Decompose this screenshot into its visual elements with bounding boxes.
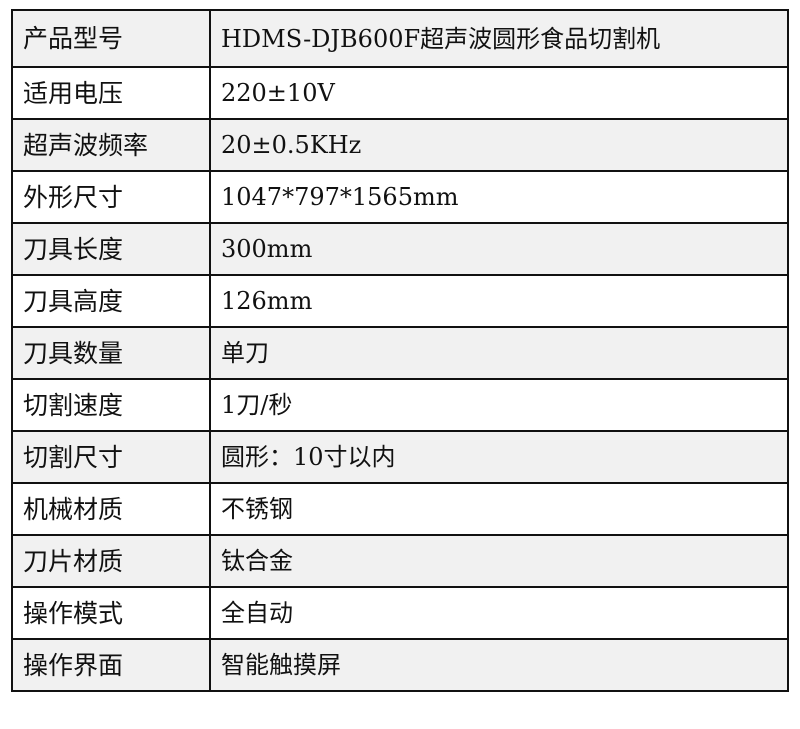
spec-label: 刀具长度	[11, 222, 211, 276]
table-row: 刀片材质 钛合金	[11, 534, 789, 588]
spec-value: 圆形：10寸以内	[209, 430, 789, 484]
spec-value: 1047*797*1565mm	[209, 170, 789, 224]
table-row: 刀具长度 300mm	[11, 222, 789, 276]
spec-value: 300mm	[209, 222, 789, 276]
spec-value: 1刀/秒	[209, 378, 789, 432]
table-row: 机械材质 不锈钢	[11, 482, 789, 536]
table-row: 切割尺寸 圆形：10寸以内	[11, 430, 789, 484]
spec-label: 操作模式	[11, 586, 211, 640]
spec-value: 220±10V	[209, 66, 789, 120]
spec-value: 126mm	[209, 274, 789, 328]
table-row: 切割速度 1刀/秒	[11, 378, 789, 432]
table-row: 操作模式 全自动	[11, 586, 789, 640]
spec-label: 机械材质	[11, 482, 211, 536]
table-row: 产品型号 HDMS-DJB600F超声波圆形食品切割机	[11, 9, 789, 68]
spec-value: HDMS-DJB600F超声波圆形食品切割机	[209, 9, 789, 68]
spec-label: 超声波频率	[11, 118, 211, 172]
table-row: 刀具数量 单刀	[11, 326, 789, 380]
table-row: 适用电压 220±10V	[11, 66, 789, 120]
spec-value: 智能触摸屏	[209, 638, 789, 692]
spec-value: 单刀	[209, 326, 789, 380]
spec-value: 不锈钢	[209, 482, 789, 536]
spec-label: 切割尺寸	[11, 430, 211, 484]
spec-value: 钛合金	[209, 534, 789, 588]
spec-label: 刀具高度	[11, 274, 211, 328]
spec-table: 产品型号 HDMS-DJB600F超声波圆形食品切割机 适用电压 220±10V 超声波…	[11, 9, 789, 692]
spec-label: 刀片材质	[11, 534, 211, 588]
table-row: 操作界面 智能触摸屏	[11, 638, 789, 692]
table-row: 外形尺寸 1047*797*1565mm	[11, 170, 789, 224]
spec-label: 适用电压	[11, 66, 211, 120]
spec-label: 操作界面	[11, 638, 211, 692]
spec-label: 刀具数量	[11, 326, 211, 380]
table-row: 超声波频率 20±0.5KHz	[11, 118, 789, 172]
spec-label: 外形尺寸	[11, 170, 211, 224]
spec-label: 切割速度	[11, 378, 211, 432]
spec-value: 20±0.5KHz	[209, 118, 789, 172]
spec-value: 全自动	[209, 586, 789, 640]
table-row: 刀具高度 126mm	[11, 274, 789, 328]
spec-label: 产品型号	[11, 9, 211, 68]
